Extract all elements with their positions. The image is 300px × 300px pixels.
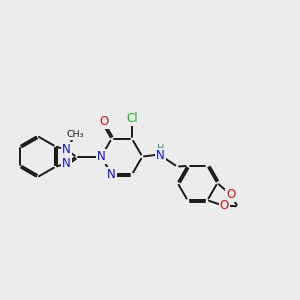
Text: O: O bbox=[220, 199, 229, 212]
Text: N: N bbox=[156, 149, 165, 162]
Text: O: O bbox=[99, 115, 108, 128]
Text: CH₃: CH₃ bbox=[67, 130, 84, 139]
Text: N: N bbox=[62, 143, 71, 156]
Text: N: N bbox=[107, 168, 116, 181]
Text: N: N bbox=[62, 157, 71, 170]
Text: Cl: Cl bbox=[126, 112, 138, 125]
Text: H: H bbox=[157, 144, 164, 154]
Text: N: N bbox=[97, 150, 106, 163]
Text: O: O bbox=[226, 188, 235, 201]
